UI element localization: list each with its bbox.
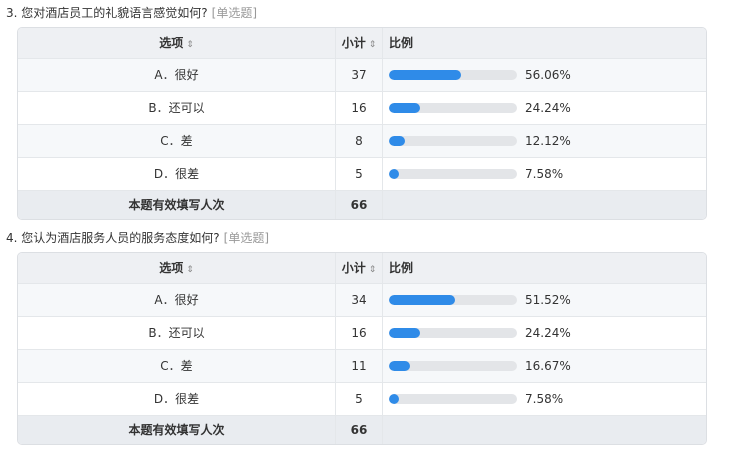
question-title-text: 3. 您对酒店员工的礼貌语言感觉如何? [6, 6, 208, 20]
percent-text: 7.58% [525, 167, 564, 181]
table-footer: 本题有效填写人次 66 [18, 415, 706, 444]
total-label: 本题有效填写人次 [18, 191, 336, 219]
results-table: 选项 ⇕ 小计 ⇕ 比例 A．很好 34 51.52% B．还可以 16 24.24… [17, 252, 707, 445]
progress-fill [389, 328, 421, 338]
option-label: A．很好 [18, 284, 336, 316]
table-header: 选项 ⇕ 小计 ⇕ 比例 [18, 253, 706, 283]
percent-text: 24.24% [525, 326, 571, 340]
option-count: 16 [336, 317, 383, 349]
progress-bar [389, 394, 517, 404]
progress-bar [389, 169, 517, 179]
sort-icon[interactable]: ⇕ [186, 265, 194, 275]
table-row: D．很差 5 7.58% [18, 157, 706, 190]
percent-text: 51.52% [525, 293, 571, 307]
progress-fill [389, 361, 411, 371]
count-column-header[interactable]: 小计 ⇕ [336, 253, 383, 283]
table-row: D．很差 5 7.58% [18, 382, 706, 415]
question-type: [单选题] [211, 6, 258, 20]
sort-icon[interactable]: ⇕ [368, 265, 377, 275]
option-label: B．还可以 [18, 92, 336, 124]
progress-bar [389, 136, 517, 146]
total-count: 66 [336, 191, 383, 219]
percent-text: 16.67% [525, 359, 571, 373]
total-count: 66 [336, 416, 383, 444]
progress-bar [389, 295, 517, 305]
option-label: D．很差 [18, 383, 336, 415]
percent-text: 7.58% [525, 392, 564, 406]
option-count: 37 [336, 59, 383, 91]
table-row: C．差 11 16.67% [18, 349, 706, 382]
table-row: B．还可以 16 24.24% [18, 316, 706, 349]
question-title: 4. 您认为酒店服务人员的服务态度如何? [单选题] [6, 229, 269, 246]
progress-fill [389, 103, 421, 113]
option-label: B．还可以 [18, 317, 336, 349]
table-row: B．还可以 16 24.24% [18, 91, 706, 124]
progress-fill [389, 169, 399, 179]
table-footer: 本题有效填写人次 66 [18, 190, 706, 219]
option-label: A．很好 [18, 59, 336, 91]
ratio-column-header: 比例 [389, 36, 414, 50]
total-label: 本题有效填写人次 [18, 416, 336, 444]
table-header: 选项 ⇕ 小计 ⇕ 比例 [18, 28, 706, 58]
option-count: 8 [336, 125, 383, 157]
sort-icon[interactable]: ⇕ [368, 40, 377, 50]
sort-icon[interactable]: ⇕ [186, 40, 194, 50]
progress-fill [389, 295, 455, 305]
progress-bar [389, 328, 517, 338]
option-column-header[interactable]: 选项 ⇕ [18, 28, 336, 58]
progress-fill [389, 136, 405, 146]
progress-bar [389, 70, 517, 80]
question-title-text: 4. 您认为酒店服务人员的服务态度如何? [6, 231, 220, 245]
option-label: C．差 [18, 125, 336, 157]
option-count: 5 [336, 158, 383, 190]
percent-text: 56.06% [525, 68, 571, 82]
option-column-header[interactable]: 选项 ⇕ [18, 253, 336, 283]
progress-bar [389, 103, 517, 113]
option-count: 16 [336, 92, 383, 124]
percent-text: 24.24% [525, 101, 571, 115]
percent-text: 12.12% [525, 134, 571, 148]
option-label: D．很差 [18, 158, 336, 190]
table-row: A．很好 34 51.52% [18, 283, 706, 316]
option-label: C．差 [18, 350, 336, 382]
progress-bar [389, 361, 517, 371]
question-title: 3. 您对酒店员工的礼貌语言感觉如何? [单选题] [6, 4, 257, 21]
count-column-header[interactable]: 小计 ⇕ [336, 28, 383, 58]
table-row: C．差 8 12.12% [18, 124, 706, 157]
question-type: [单选题] [223, 231, 270, 245]
table-row: A．很好 37 56.06% [18, 58, 706, 91]
ratio-column-header: 比例 [389, 261, 414, 275]
results-table: 选项 ⇕ 小计 ⇕ 比例 A．很好 37 56.06% B．还可以 16 24.24… [17, 27, 707, 220]
option-count: 34 [336, 284, 383, 316]
option-count: 5 [336, 383, 383, 415]
progress-fill [389, 70, 461, 80]
option-count: 11 [336, 350, 383, 382]
progress-fill [389, 394, 399, 404]
